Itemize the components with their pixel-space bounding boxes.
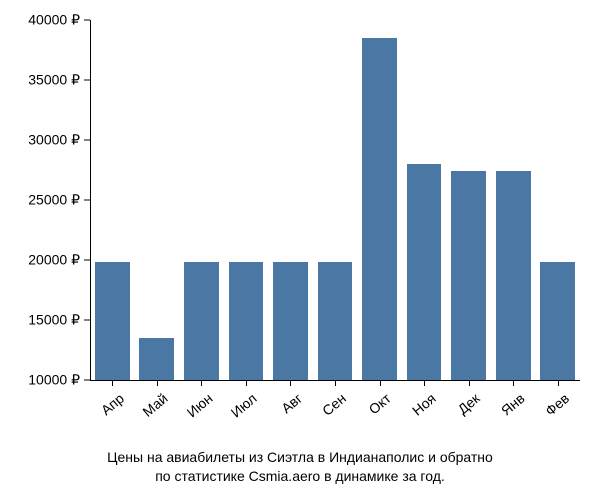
- y-tick-label: 30000 ₽: [28, 132, 80, 149]
- x-tick-mark: [558, 380, 559, 386]
- x-tick-mark: [112, 380, 113, 386]
- x-tick-label: Окт: [365, 390, 393, 417]
- x-tick-mark: [513, 380, 514, 386]
- y-tick-label: 35000 ₽: [28, 72, 80, 89]
- x-tick-label: Сен: [319, 390, 349, 419]
- y-tick-label: 40000 ₽: [28, 12, 80, 29]
- bar: [139, 338, 174, 380]
- bar: [273, 262, 308, 380]
- x-tick-label: Фев: [542, 390, 572, 419]
- chart-caption: Цены на авиабилеты из Сиэтла в Индианапо…: [0, 448, 600, 486]
- x-tick-label: Июн: [184, 390, 216, 420]
- bar: [318, 262, 353, 380]
- x-tick-label: Июл: [228, 390, 260, 421]
- x-tick-label: Май: [140, 390, 171, 420]
- bar: [496, 171, 531, 380]
- x-tick-mark: [469, 380, 470, 386]
- x-tick-label: Ноя: [409, 390, 439, 419]
- x-tick-mark: [335, 380, 336, 386]
- x-tick-label: Дек: [455, 390, 483, 417]
- y-tick-label: 25000 ₽: [28, 192, 80, 209]
- plot-area: [90, 20, 580, 380]
- bar: [362, 38, 397, 380]
- x-tick-mark: [201, 380, 202, 386]
- bars-group: [90, 20, 580, 380]
- bar: [451, 171, 486, 380]
- x-tick-label: Янв: [498, 390, 528, 419]
- y-tick-label: 20000 ₽: [28, 252, 80, 269]
- bar: [407, 164, 442, 380]
- caption-line-2: по статистике Csmia.aero в динамике за г…: [155, 468, 445, 484]
- x-tick-mark: [246, 380, 247, 386]
- bar: [229, 262, 264, 380]
- y-tick-label: 15000 ₽: [28, 312, 80, 329]
- x-tick-label: Апр: [97, 390, 126, 418]
- x-tick-mark: [424, 380, 425, 386]
- y-tick-label: 10000 ₽: [28, 372, 80, 389]
- x-axis-labels: Апр Май Июн Июл Авг Сен Окт Ноя Дек Янв Фев: [90, 388, 580, 448]
- bar: [184, 262, 219, 380]
- bar: [540, 262, 575, 380]
- y-axis: 10000 ₽15000 ₽20000 ₽25000 ₽30000 ₽35000…: [0, 20, 90, 380]
- caption-line-1: Цены на авиабилеты из Сиэтла в Индианапо…: [107, 449, 493, 465]
- x-tick-mark: [290, 380, 291, 386]
- x-tick-mark: [157, 380, 158, 386]
- price-chart: 10000 ₽ 15000 ₽ 20000 ₽ 25000 ₽ 30000 ₽ 35000…: [0, 0, 600, 500]
- bar: [95, 262, 130, 380]
- x-tick-mark: [380, 380, 381, 386]
- x-tick-label: Авг: [278, 390, 305, 416]
